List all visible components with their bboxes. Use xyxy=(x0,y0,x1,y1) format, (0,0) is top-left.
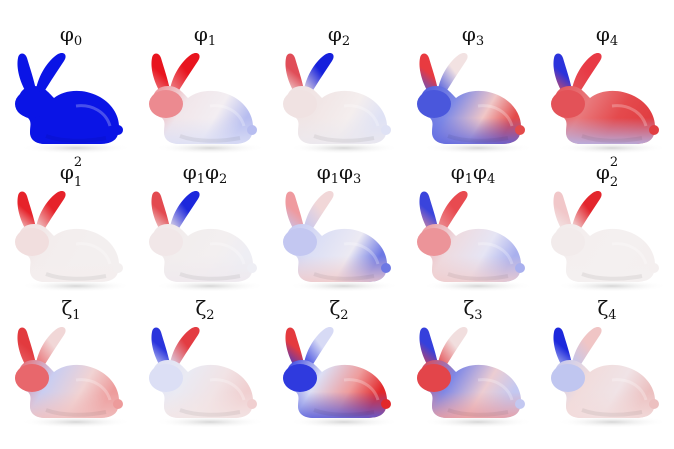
label-symbol: φ xyxy=(182,160,197,184)
panel-label: ζ1 xyxy=(4,296,138,328)
bunny-panel: ζ4 xyxy=(540,296,674,431)
label-superscript: 2 xyxy=(73,155,83,170)
label-subscript: 2 xyxy=(609,175,619,190)
label-subscript-2: 2 xyxy=(219,172,228,187)
bunny-mesh-icon xyxy=(551,326,668,428)
bunny-mesh-icon xyxy=(283,52,400,154)
label-subscript: 1 xyxy=(72,308,81,323)
label-symbol: φ xyxy=(595,22,610,46)
panel-label: ζ3 xyxy=(406,296,540,328)
panel-label: φ1φ4 xyxy=(406,160,540,192)
label-symbol: ζ xyxy=(329,296,341,320)
panel-label: ζ2 xyxy=(272,296,406,328)
bunny-panel: φ3 xyxy=(406,22,540,157)
label-symbol: φ xyxy=(595,160,610,184)
bunny-panel: φ1φ2 xyxy=(138,160,272,295)
label-symbol: φ xyxy=(193,22,208,46)
panel-label: φ1φ3 xyxy=(272,160,406,192)
bunny-mesh-icon xyxy=(149,190,266,292)
bunny-panel: φ1 xyxy=(138,22,272,157)
bunny-mesh-icon xyxy=(15,326,132,428)
label-superscript: 2 xyxy=(609,155,619,170)
panel-label: ζ4 xyxy=(540,296,674,328)
bunny-panel: ζ2 xyxy=(138,296,272,431)
label-symbol: φ xyxy=(327,22,342,46)
panel-label: φ1 xyxy=(138,22,272,54)
label-subscript: 0 xyxy=(73,34,83,49)
label-subscript: 3 xyxy=(475,34,485,49)
bunny-mesh-icon xyxy=(15,52,132,154)
label-script-stack: 221 xyxy=(74,155,82,190)
bunny-panel: φ0 xyxy=(4,22,138,157)
label-subscript: 4 xyxy=(608,308,617,323)
label-subscript-2: 3 xyxy=(353,172,362,187)
label-subscript: 1 xyxy=(464,172,473,187)
bunny-panel: ζ1 xyxy=(4,296,138,431)
bunny-panel: φ222 xyxy=(540,155,674,295)
label-subscript: 2 xyxy=(341,34,351,49)
panel-label: φ2 xyxy=(272,22,406,54)
label-subscript-2: 4 xyxy=(487,172,496,187)
bunny-mesh-icon xyxy=(417,190,534,292)
label-subscript: 1 xyxy=(207,34,217,49)
label-symbol-2: φ xyxy=(473,160,488,184)
label-subscript: 1 xyxy=(330,172,339,187)
label-symbol-2: φ xyxy=(339,160,354,184)
bunny-mesh-icon xyxy=(15,190,132,292)
label-symbol: φ xyxy=(461,22,476,46)
bunny-mesh-icon xyxy=(149,326,266,428)
label-symbol: ζ xyxy=(597,296,609,320)
panel-label: φ1φ2 xyxy=(138,160,272,192)
label-symbol: ζ xyxy=(61,296,73,320)
panel-label: φ221 xyxy=(4,155,138,190)
panel-label: φ3 xyxy=(406,22,540,54)
label-subscript: 3 xyxy=(474,308,483,323)
bunny-mesh-icon xyxy=(283,190,400,292)
panel-label: ζ2 xyxy=(138,296,272,328)
bunny-mesh-icon xyxy=(551,190,668,292)
bunny-panel: φ2 xyxy=(272,22,406,157)
label-symbol: ζ xyxy=(195,296,207,320)
bunny-panel: φ221 xyxy=(4,155,138,295)
label-subscript: 1 xyxy=(73,175,83,190)
bunny-mesh-icon xyxy=(417,326,534,428)
label-subscript: 2 xyxy=(340,308,349,323)
panel-label: φ0 xyxy=(4,22,138,54)
label-symbol: φ xyxy=(450,160,465,184)
label-subscript: 1 xyxy=(196,172,205,187)
bunny-mesh-icon xyxy=(149,52,266,154)
bunny-panel: ζ2 xyxy=(272,296,406,431)
panel-label: φ222 xyxy=(540,155,674,190)
panel-label: φ4 xyxy=(540,22,674,54)
label-symbol: ζ xyxy=(463,296,475,320)
label-symbol: φ xyxy=(316,160,331,184)
bunny-panel: φ1φ3 xyxy=(272,160,406,295)
label-subscript: 4 xyxy=(609,34,619,49)
bunny-mesh-icon xyxy=(283,326,400,428)
label-symbol-2: φ xyxy=(205,160,220,184)
label-symbol: φ xyxy=(59,160,74,184)
label-subscript: 2 xyxy=(206,308,215,323)
bunny-panel: ζ3 xyxy=(406,296,540,431)
label-symbol: φ xyxy=(59,22,74,46)
bunny-panel: φ1φ4 xyxy=(406,160,540,295)
label-script-stack: 222 xyxy=(610,155,618,190)
bunny-panel: φ4 xyxy=(540,22,674,157)
bunny-mesh-icon xyxy=(417,52,534,154)
bunny-mesh-icon xyxy=(551,52,668,154)
